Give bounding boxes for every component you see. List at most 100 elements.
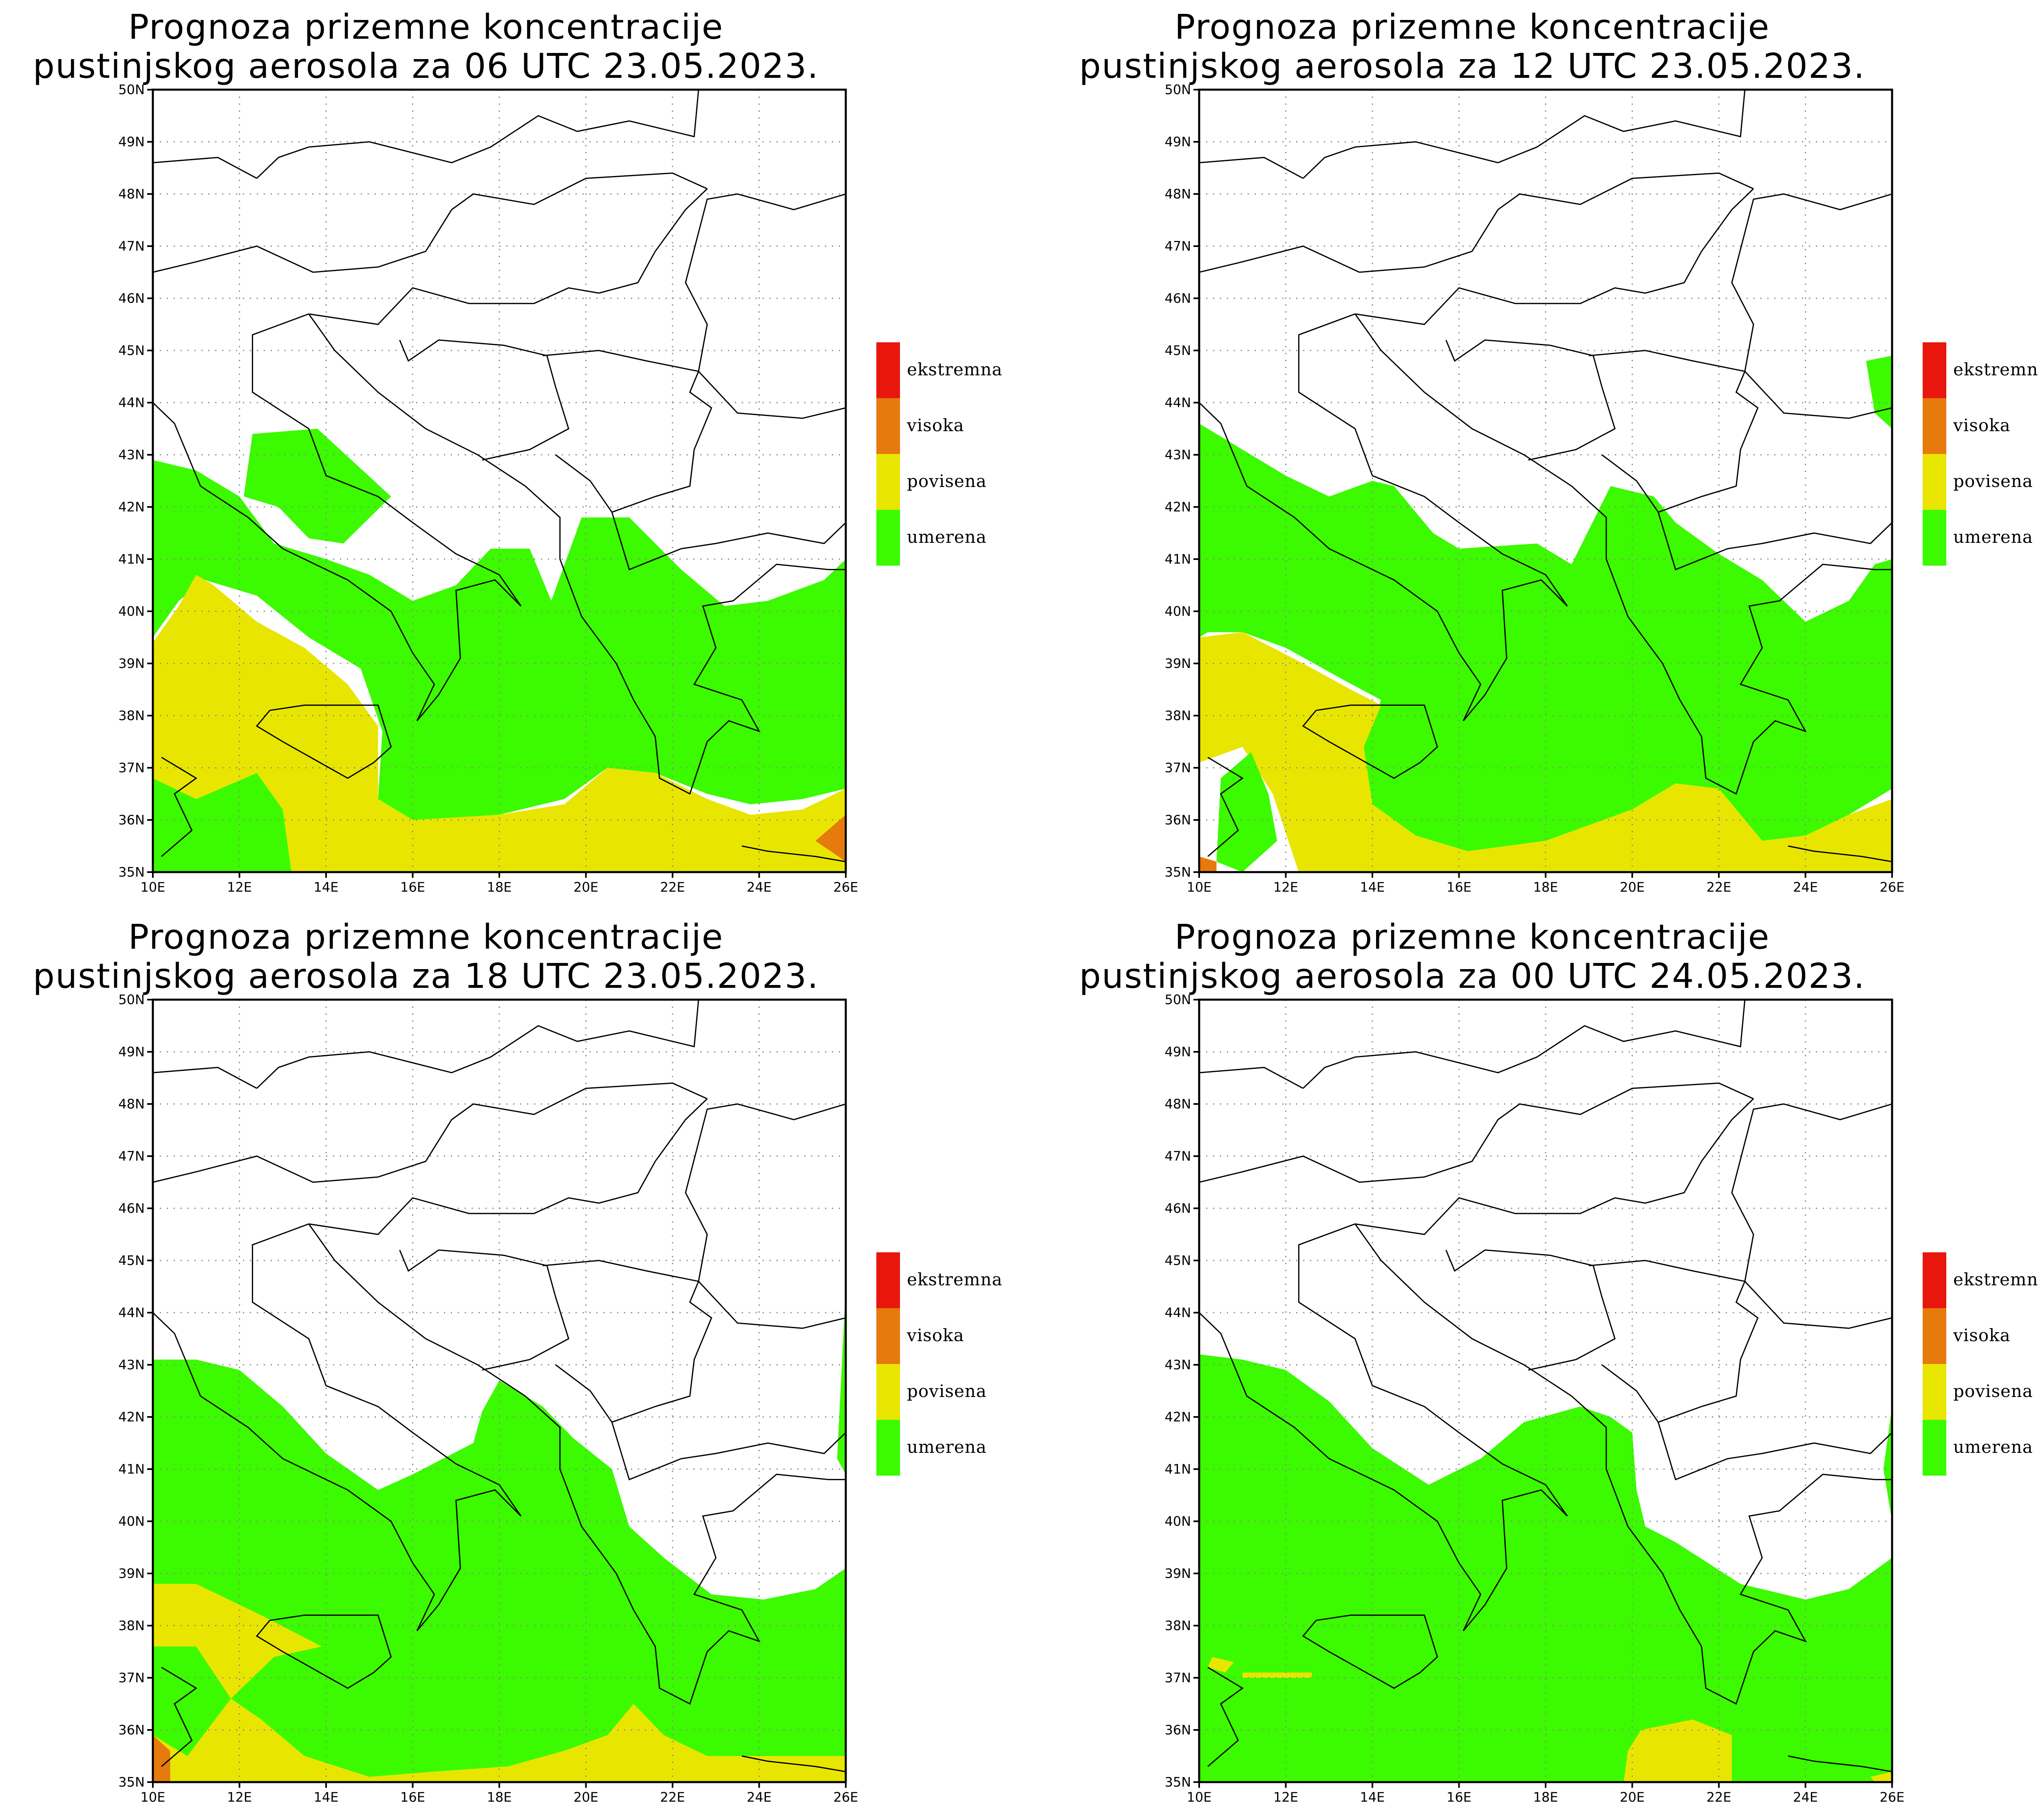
x-tick-label: 20E xyxy=(1620,1789,1645,1805)
aerosol-region-visoka xyxy=(815,815,846,862)
aerosol-region-povisena xyxy=(153,575,846,872)
borders xyxy=(1199,1000,1892,1772)
legend-swatch xyxy=(1923,510,1946,566)
title-line2: pustinjskog aerosola za 00 UTC 24.05.202… xyxy=(1079,956,1866,996)
y-tick-label: 50N xyxy=(1165,82,1191,97)
map-plot: 50N 49N 48N 47N 46N 45N 44N 43N 42N 41N 40N 39N 38N 3… xyxy=(1165,82,1905,895)
legend-label: umerena xyxy=(907,527,987,547)
border-line xyxy=(153,172,708,273)
forecast-panel-18utc: Prognoza prizemne koncentracije pustinjs… xyxy=(0,910,1046,1820)
border-line xyxy=(543,1260,712,1423)
map-layers xyxy=(1199,1000,1892,1782)
y-tick-label: 44N xyxy=(1165,1305,1191,1320)
title-line1: Prognoza prizemne koncentracije xyxy=(1174,917,1770,957)
border-line xyxy=(1199,1082,1754,1183)
border-line xyxy=(1199,172,1754,273)
legend-label: visoka xyxy=(907,415,964,435)
y-tick-label: 47N xyxy=(1165,1148,1191,1164)
aerosol-region-povisena xyxy=(1208,1657,1234,1673)
border-line xyxy=(1589,350,1759,513)
y-tick-label: 48N xyxy=(1165,1096,1191,1112)
y-tick-label: 40N xyxy=(1165,604,1191,619)
x-tick-label: 10E xyxy=(1187,1789,1212,1805)
legend-label: povisena xyxy=(1953,1381,2033,1401)
map-plot: 50N 49N 48N 47N 46N 45N 44N 43N 42N 41N 40N 39N 38N 3… xyxy=(1165,992,1904,1805)
aerosol-region-povisena xyxy=(1199,632,1892,872)
border-line xyxy=(308,313,846,795)
panel-title: Prognoza prizemne koncentracije pustinjs… xyxy=(1046,917,1898,996)
y-tick-label: 37N xyxy=(1165,760,1191,776)
aerosol-region-umerena xyxy=(837,1287,846,1474)
x-tick-label: 22E xyxy=(1707,1789,1731,1805)
y-tick-label: 48N xyxy=(118,186,145,202)
legend-swatch xyxy=(1923,342,1946,398)
map-plot: 50N 49N 48N 47N 46N 45N 44N 43N 42N 41N 40N 39N 38N 3… xyxy=(118,992,858,1805)
forecast-panel-12utc: Prognoza prizemne koncentracije pustinjs… xyxy=(1046,0,2038,910)
y-tick-label: 45N xyxy=(1165,1253,1191,1268)
legend-label: ekstremna xyxy=(907,359,1003,379)
y-tick-label: 49N xyxy=(1165,134,1191,150)
y-tick-label: 46N xyxy=(118,1201,145,1216)
border-line xyxy=(1207,757,1244,857)
x-tick-label: 14E xyxy=(1360,879,1385,895)
x-tick-label: 22E xyxy=(660,1789,685,1805)
border-line xyxy=(741,1755,846,1772)
border-line xyxy=(309,188,708,325)
x-tick-label: 14E xyxy=(1360,1789,1385,1805)
border-line xyxy=(1744,1281,1892,1329)
legend-label: umerena xyxy=(1953,1437,2033,1457)
y-tick-label: 44N xyxy=(1165,395,1191,410)
x-tick-label: 26E xyxy=(834,879,858,895)
y-tick-label: 39N xyxy=(1165,656,1191,671)
title-line1: Prognoza prizemne koncentracije xyxy=(128,7,724,47)
y-tick-label: 42N xyxy=(118,1409,145,1425)
x-tick-label: 26E xyxy=(834,1789,858,1805)
border-line xyxy=(1355,1098,1754,1235)
border-line xyxy=(1744,371,1892,419)
y-tick-label: 43N xyxy=(1165,447,1191,463)
border-line xyxy=(1302,90,1746,179)
aerosol-region-povisena xyxy=(1623,1719,1732,1782)
border-line xyxy=(1445,339,1616,461)
legend-label: visoka xyxy=(907,1325,964,1345)
legend-swatch xyxy=(1923,454,1946,510)
y-tick-label: 41N xyxy=(1165,1461,1191,1477)
y-tick-label: 46N xyxy=(1165,1201,1191,1216)
aerosol-region-umerena xyxy=(153,460,846,825)
border-line xyxy=(741,845,846,862)
border-line xyxy=(1207,1667,1244,1767)
legend-label: umerena xyxy=(907,1437,987,1457)
border-line xyxy=(256,1000,699,1089)
border-line xyxy=(1788,1755,1892,1772)
x-tick-label: 12E xyxy=(227,1789,252,1805)
legend-label: visoka xyxy=(1953,1325,2011,1345)
border-line xyxy=(1199,313,1568,721)
y-tick-label: 37N xyxy=(1165,1670,1191,1686)
legend-swatch xyxy=(876,454,900,510)
graticule xyxy=(153,90,846,872)
border-line xyxy=(399,1249,569,1371)
x-tick-label: 26E xyxy=(1880,879,1905,895)
x-tick-label: 16E xyxy=(400,879,425,895)
border-line xyxy=(1788,845,1892,862)
aerosol-region-visoka xyxy=(153,1735,170,1782)
map-layers xyxy=(153,90,846,872)
aerosol-region-umerena xyxy=(1866,355,1892,429)
border-line xyxy=(1355,188,1754,325)
x-tick-label: 18E xyxy=(487,879,512,895)
panel-title: Prognoza prizemne koncentracije pustinjs… xyxy=(0,917,852,996)
border-line xyxy=(1199,1066,1304,1089)
y-tick-label: 41N xyxy=(1165,551,1191,567)
x-tick-label: 22E xyxy=(1707,879,1731,895)
border-line xyxy=(399,339,569,461)
border-line xyxy=(153,156,257,179)
borders xyxy=(153,90,846,862)
title-line1: Prognoza prizemne koncentracije xyxy=(1174,7,1770,47)
y-tick-label: 42N xyxy=(1165,1409,1191,1425)
border-line xyxy=(1731,1103,1892,1282)
y-tick-label: 40N xyxy=(118,1514,145,1529)
legend-swatch xyxy=(876,510,900,566)
y-tick-label: 37N xyxy=(118,760,145,776)
aerosol-region-umerena xyxy=(244,429,391,544)
y-tick-label: 40N xyxy=(118,604,145,619)
